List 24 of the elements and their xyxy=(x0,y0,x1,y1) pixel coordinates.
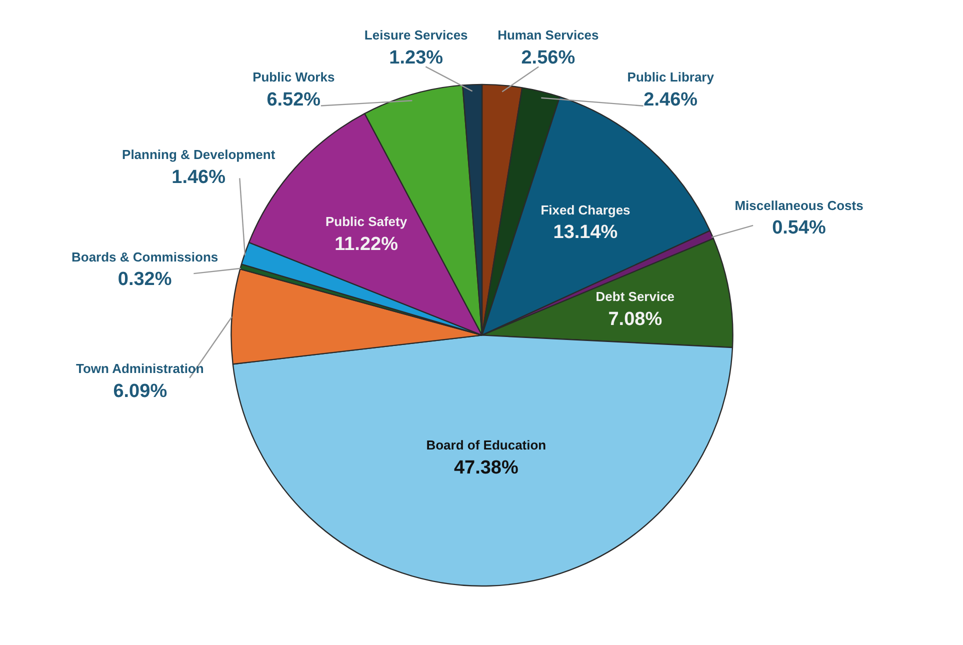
data-label: 2.46% xyxy=(644,89,698,110)
data-label: 13.14% xyxy=(553,222,618,244)
slice-label: Town Administration xyxy=(76,361,204,376)
slice-label: Board of Education xyxy=(426,437,546,452)
slice-label: Public Works xyxy=(252,69,335,84)
data-label: 2.56% xyxy=(521,48,576,69)
slice-label: Public Safety xyxy=(325,214,408,230)
slice-label: Boards & Commissions xyxy=(71,249,218,264)
data-label: 7.08% xyxy=(608,309,662,330)
data-label: 47.38% xyxy=(454,457,518,478)
data-label: 0.32% xyxy=(118,269,172,290)
slice-label: Human Services xyxy=(498,28,599,43)
data-label: 1.46% xyxy=(172,167,226,188)
slice-label: Debt Service xyxy=(596,289,675,304)
slice-label: Miscellaneous Costs xyxy=(734,198,864,213)
slice-label: Public Library xyxy=(627,70,715,85)
data-label: 0.54% xyxy=(772,218,826,239)
data-label: 11.22% xyxy=(334,234,398,256)
slice-label: Planning & Development xyxy=(122,147,276,162)
slice-label: Leisure Services xyxy=(364,28,468,43)
data-label: 6.52% xyxy=(266,89,321,110)
data-label: 6.09% xyxy=(113,380,168,402)
data-label: 1.23% xyxy=(389,47,444,68)
slice-label: Fixed Charges xyxy=(540,202,630,218)
